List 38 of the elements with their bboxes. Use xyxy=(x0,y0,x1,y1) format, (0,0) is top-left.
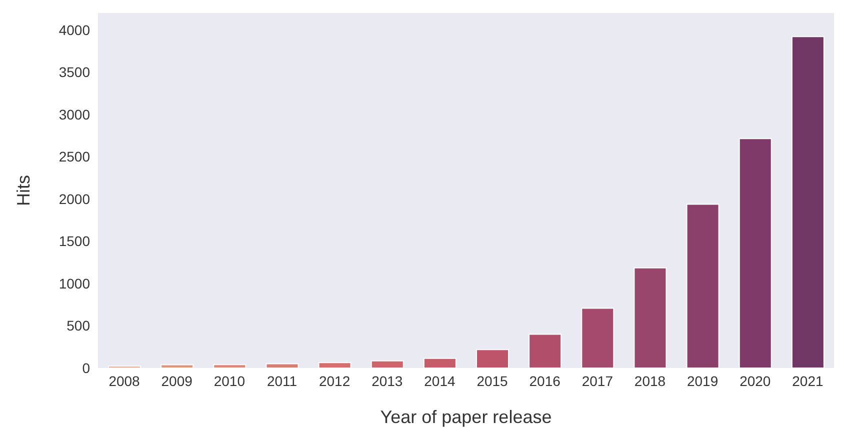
y-tick-label: 500 xyxy=(66,318,90,334)
bar xyxy=(476,349,510,368)
x-tick-label: 2009 xyxy=(161,372,193,389)
x-tick-label: 2018 xyxy=(634,372,666,389)
y-tick-label: 0 xyxy=(82,360,90,376)
x-tick-label: 2008 xyxy=(108,372,140,389)
bar xyxy=(318,362,352,368)
y-tick-label: 2500 xyxy=(58,148,90,165)
x-tick-label: 2011 xyxy=(266,372,298,389)
bar xyxy=(423,358,456,368)
x-tick-label: 2021 xyxy=(792,372,824,389)
bar xyxy=(370,360,404,368)
bar xyxy=(213,364,246,368)
bar xyxy=(528,334,562,368)
x-tick-label: 2020 xyxy=(740,372,771,389)
bar xyxy=(160,364,194,368)
x-tick-label: 2016 xyxy=(529,372,561,389)
y-tick-label: 3000 xyxy=(58,106,90,122)
x-tick-label: 2015 xyxy=(476,372,508,389)
x-tick-label: 2017 xyxy=(582,372,614,389)
bar xyxy=(791,36,824,368)
y-tick-label: 4000 xyxy=(58,22,90,38)
y-tick-label: 3500 xyxy=(58,64,90,80)
x-tick-label: 2012 xyxy=(318,372,350,389)
bar xyxy=(634,267,667,368)
bar xyxy=(738,138,772,368)
y-tick-label: 1000 xyxy=(58,275,90,292)
x-tick-label: 2010 xyxy=(214,372,246,389)
x-tick-label: 2014 xyxy=(424,372,456,389)
y-axis-title: Hits xyxy=(13,175,34,206)
bar xyxy=(581,308,614,368)
x-axis-title: Year of paper release xyxy=(380,407,552,427)
y-tick-label: 2000 xyxy=(58,190,90,207)
bar xyxy=(686,204,720,368)
x-tick-label: 2013 xyxy=(372,372,403,389)
y-tick-label: 1500 xyxy=(58,233,90,250)
x-tick-label: 2019 xyxy=(686,372,718,389)
bar xyxy=(266,363,299,368)
